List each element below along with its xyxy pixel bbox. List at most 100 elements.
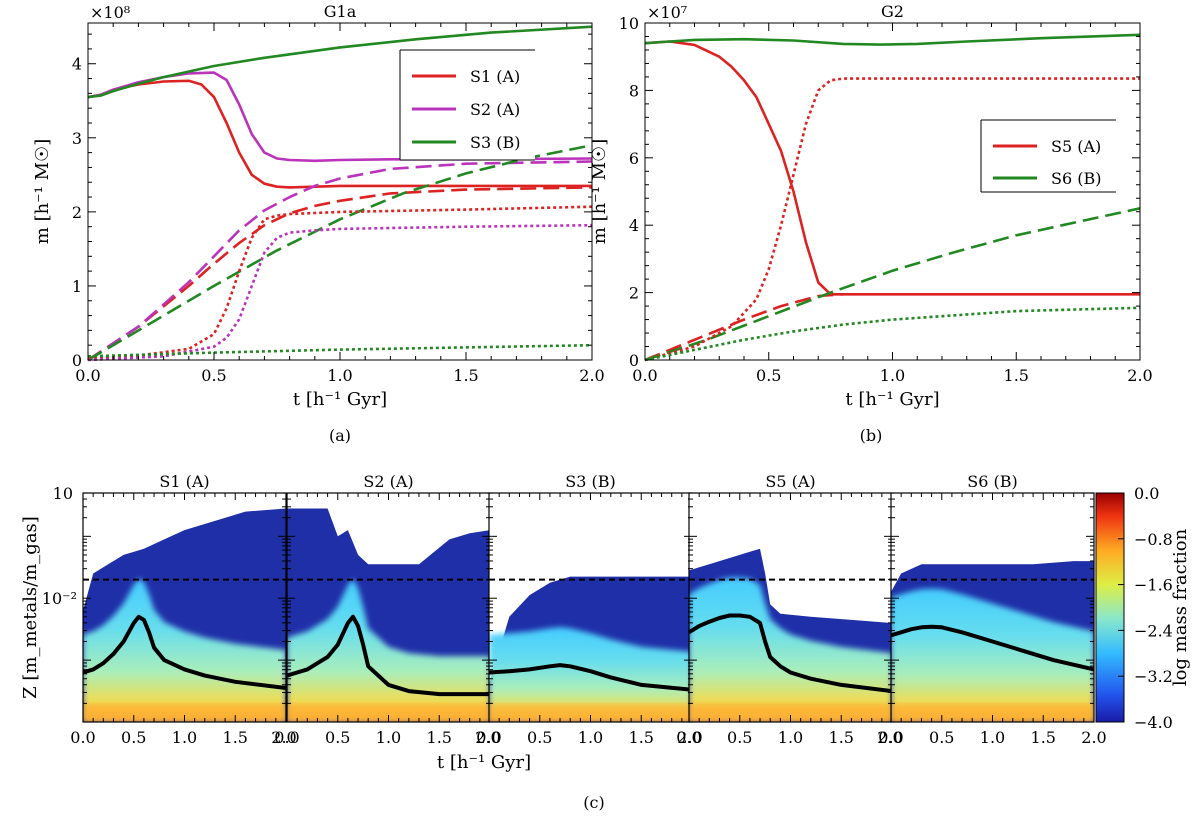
heatmap-high-density-region [83,578,286,722]
x-axis-title-b: t [h⁻¹ Gyr] [845,389,939,410]
heatmap-high-density-region [489,627,692,722]
offset-text-b: ×10⁷ [647,3,687,22]
x-tick-label-b: 1.5 [1004,366,1029,385]
heatmap-panel-0: 0.0 0.5 1.0 1.5 2.0 S1 (A) [70,472,296,747]
y-tick-label-b: 6 [629,149,639,168]
y-tick-label-b: 2 [629,284,639,303]
heatmap-y-axis-title: Z [m_metals/m_gas] [20,516,41,699]
series-line-a-4 [87,160,593,362]
series-group [644,33,1141,362]
legend-box-b [981,120,1116,192]
y-tick-label-b: 10 [619,14,639,33]
heatmap-title-2: S3 (B) [565,472,615,491]
x-tick-label-b: 2.0 [1127,366,1152,385]
series-line-a-2 [87,25,593,99]
heatmap-body-0 [83,493,286,722]
y-tick-label-a: 3 [72,129,82,148]
heatmap-title-3: S5 (A) [765,472,815,491]
heatmap-x-axis-title: t [h⁻¹ Gyr] [437,752,531,773]
heatmap-x-tick-label: 1.5 [829,728,854,747]
heatmap-x-tick-label: 2.0 [677,728,702,747]
y-tick-label-a: 1 [72,277,82,296]
heatmap-median-line-3 [689,613,892,694]
legend-label-b-0: S5 (A) [1051,137,1101,156]
series-line-a-7 [87,223,593,362]
x-axis-title-a: t [h⁻¹ Gyr] [293,389,387,410]
heatmap-median-line-4 [891,624,1094,672]
heatmap-x-tick-label: 1.5 [223,728,248,747]
y-tick-label-a: 0 [72,351,82,370]
series-line-a-3 [87,186,593,362]
heatmap-x-tick-label: 2.0 [475,728,500,747]
colorbar-tick-label: −0.8 [1134,530,1173,549]
legend-label-a-2: S3 (B) [470,133,520,152]
colorbar-tick-label: 0.0 [1134,484,1159,503]
heatmap-x-tick-label: 0.0 [274,728,299,747]
heatmap-panel-4: 0.0 0.5 1.0 1.5 2.0 S6 (B) [878,472,1106,747]
heatmap-median-line-0 [83,614,286,690]
heatmap-x-tick-label: 1.5 [1031,728,1056,747]
subfigure-label-c: (c) [583,793,604,812]
legend-a: S1 (A) S2 (A) S3 (B) [399,49,535,161]
heatmap-x-tick-label: 0.5 [325,728,350,747]
heatmap-x-tick-label: 1.5 [629,728,654,747]
heatmap-median-line-2 [489,663,692,692]
heatmap-x-tick-label: 0.5 [727,728,752,747]
x-tick-label-b: 1.0 [880,366,905,385]
subfigure-label-a: (a) [329,426,351,445]
y-tick-label-a: 2 [72,203,82,222]
heatmap-high-density-region [891,588,1094,722]
heatmap-x-tick-label: 0.5 [929,728,954,747]
series-line-b-3 [644,207,1141,362]
heatmap-body-2 [489,493,692,722]
colorbar-tick-label: −1.6 [1134,576,1173,595]
y-tick-label-a: 4 [72,55,82,74]
heatmap-body-3 [689,493,892,722]
heatmap-x-tick-label: 1.0 [172,728,197,747]
heatmap-panel-1: 0.0 0.5 1.0 1.5 2.0 S2 (A) [274,472,500,747]
chart-g1a: 0.0 0.5 1.0 1.5 2.0 0 1 2 3 4 G1a ×10⁸ t [h⁻¹ Gyr] m … [32,2,605,410]
series-line-a-1 [87,71,593,163]
heatmap-x-tick-label: 1.0 [578,728,603,747]
x-tick-label-a: 2.0 [579,366,604,385]
legend-label-b-1: S6 (B) [1051,169,1101,188]
heatmap-y-tick-label: 10⁻² [42,589,77,608]
heatmap-x-tick-label: 1.0 [980,728,1005,747]
heatmap-panel-2: 0.0 0.5 1.0 1.5 2.0 S3 (B) [476,472,702,747]
heatmap-x-tick-label: 1.0 [376,728,401,747]
colorbar-tick-label: −4.0 [1134,713,1173,732]
series-line-b-5 [644,306,1141,362]
heatmap-x-tick-label: 2.0 [877,728,902,747]
colorbar-label: log mass fraction [1170,528,1191,686]
heatmap-x-tick-label: 0.5 [527,728,552,747]
series-line-a-5 [87,143,593,362]
series-line-b-1 [644,33,1141,46]
heatmap-y-tick-label-top: 10 [53,484,73,503]
y-tick-label-b: 8 [629,81,639,100]
legend-label-a-1: S2 (A) [470,100,520,119]
legend-label-a-0: S1 (A) [470,67,520,86]
x-tick-label-a: 1.0 [327,366,352,385]
heatmap-x-tick-label: 0.0 [676,728,701,747]
x-tick-label-b: 0.0 [632,366,657,385]
legend-b: S5 (A) S6 (B) [980,119,1116,193]
series-line-b-0 [644,40,1140,296]
heatmap-x-tick-label: 0.5 [121,728,146,747]
heatmap-title-0: S1 (A) [159,472,209,491]
heatmap-x-tick-label: 0.0 [70,728,95,747]
colorbar-tick-label: −2.4 [1134,621,1173,640]
y-tick-label-b: 0 [629,351,639,370]
chart-title-b: G2 [881,2,904,21]
heatmap-body-1 [287,493,490,722]
x-tick-label-b: 0.5 [756,366,781,385]
heatmap-panel-3: 0.0 0.5 1.0 1.5 2.0 S5 (A) [676,472,902,747]
heatmap-high-density-region [287,578,490,722]
colorbar-tick-label: −3.2 [1134,667,1173,686]
subfigure-label-b: (b) [860,426,883,445]
heatmap-x-tick-label: 0.0 [476,728,501,747]
chart-title-a: G1a [324,2,357,21]
y-tick-label-b: 4 [629,216,639,235]
heatmap-x-tick-label: 1.0 [778,728,803,747]
y-axis-title-a: m [h⁻¹ M☉] [32,139,53,244]
heatmap-x-tick-label: 0.0 [878,728,903,747]
